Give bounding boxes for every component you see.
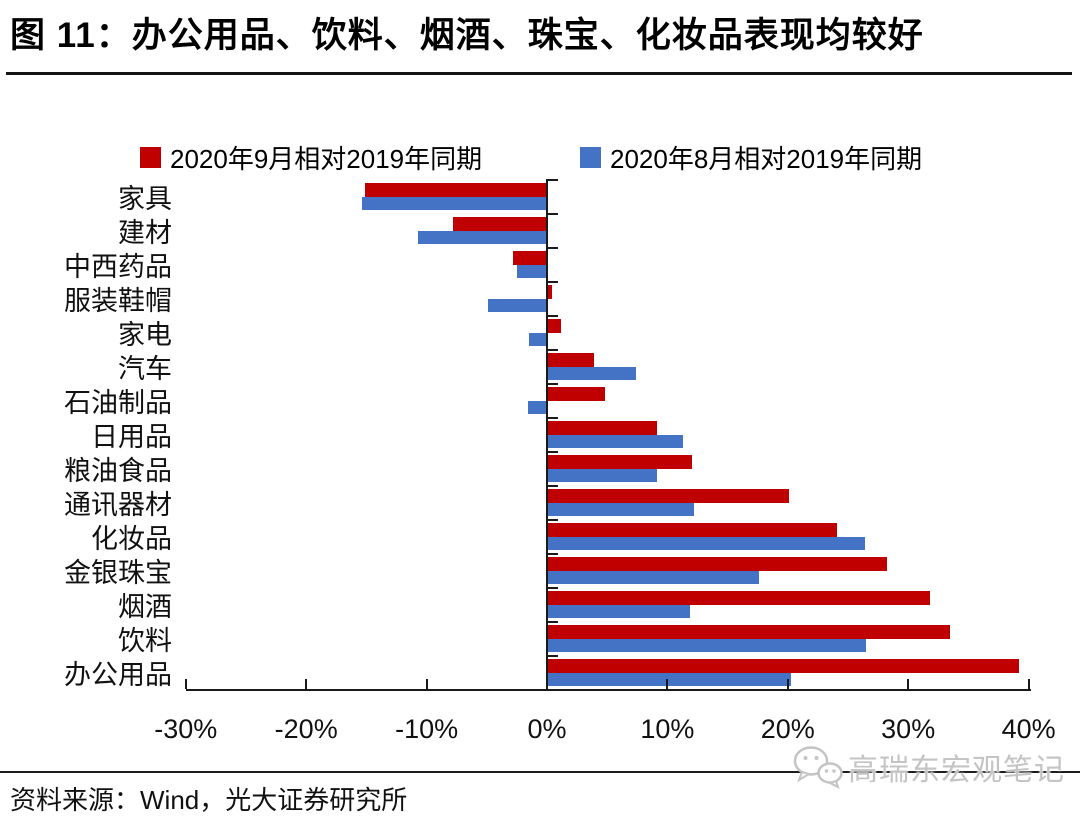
bar-august (547, 537, 865, 550)
category-label-4: 服装鞋帽 (64, 286, 172, 316)
bar-september (547, 523, 838, 537)
legend-swatch-august (580, 147, 601, 168)
y-axis-tick (548, 587, 558, 589)
legend-item-august: 2020年8月相对2019年同期 (580, 139, 922, 176)
bar-september (547, 353, 594, 367)
y-axis-tick (548, 179, 558, 181)
category-label-7: 石油制品 (64, 388, 172, 418)
bar-september (547, 557, 887, 571)
category-label-5: 家电 (118, 320, 172, 350)
y-axis-tick (548, 349, 558, 351)
bottom-divider (0, 771, 1080, 773)
y-axis-tick (548, 417, 558, 419)
category-label-12: 金银珠宝 (64, 558, 172, 588)
x-axis-tick (425, 679, 428, 689)
x-axis-tick-label: 0% (527, 714, 567, 744)
category-label-3: 中西药品 (64, 252, 172, 282)
x-axis-tick (786, 679, 789, 689)
bar-september (547, 421, 657, 435)
y-axis-tick (548, 621, 558, 623)
bar-september (547, 285, 552, 299)
legend-swatch-september (140, 147, 161, 168)
bar-september (547, 387, 605, 401)
y-axis-tick (548, 213, 558, 215)
y-axis-tick (548, 519, 558, 521)
figure-title: 图 11：办公用品、饮料、烟酒、珠宝、化妆品表现均较好 (10, 16, 924, 55)
bar-august (418, 231, 547, 244)
category-label-15: 办公用品 (64, 660, 172, 690)
bar-september (453, 217, 547, 231)
category-label-6: 汽车 (118, 354, 172, 384)
bar-september (547, 455, 692, 469)
bar-september (513, 251, 547, 265)
category-label-13: 烟酒 (118, 592, 172, 622)
x-axis-tick (305, 679, 308, 689)
bar-august (528, 333, 547, 346)
legend-item-september: 2020年9月相对2019年同期 (140, 139, 482, 176)
bar-august (547, 639, 867, 652)
category-label-8: 日用品 (91, 422, 172, 452)
bar-august (527, 401, 547, 414)
bar-august (547, 605, 691, 618)
bar-august (547, 435, 684, 448)
x-axis-tick-label: 10% (640, 714, 695, 744)
bar-august (516, 265, 547, 278)
title-divider (6, 72, 1072, 75)
source-note: 资料来源：Wind，光大证券研究所 (10, 785, 408, 815)
bar-september (365, 183, 547, 197)
x-axis-tick-label: -20% (274, 714, 338, 744)
category-label-2: 建材 (118, 218, 172, 248)
x-axis-tick-label: 30% (881, 714, 936, 744)
bar-august (547, 571, 759, 584)
watermark: 高瑞东宏观笔记 (792, 744, 1065, 790)
bar-september (547, 489, 789, 503)
y-axis-tick (548, 247, 558, 249)
bar-august (488, 299, 547, 312)
x-axis-line (186, 689, 1031, 691)
bar-september (547, 659, 1019, 673)
y-axis-tick (548, 451, 558, 453)
x-axis-tick-label: -30% (154, 714, 218, 744)
x-axis-tick-label: 40% (1001, 714, 1056, 744)
x-axis-tick (907, 679, 910, 689)
bar-august (547, 469, 657, 482)
bar-september (547, 319, 562, 333)
category-label-9: 粮油食品 (64, 456, 172, 486)
bar-august (547, 673, 792, 686)
x-axis-tick (184, 679, 187, 689)
x-axis-tick (546, 679, 548, 689)
bar-september (547, 591, 930, 605)
legend-label-august: 2020年8月相对2019年同期 (610, 144, 923, 174)
category-label-1: 家具 (118, 184, 172, 214)
y-axis-tick (548, 485, 558, 487)
bar-august (547, 367, 637, 380)
category-label-10: 通讯器材 (64, 490, 172, 520)
category-label-11: 化妆品 (91, 524, 172, 554)
x-axis-tick-label: -10% (395, 714, 459, 744)
watermark-text: 高瑞东宏观笔记 (848, 754, 1065, 787)
x-axis-tick-label: 20% (760, 714, 815, 744)
category-label-14: 饮料 (118, 626, 172, 656)
y-axis-tick (548, 553, 558, 555)
x-axis-tick (666, 679, 669, 689)
bar-august (547, 503, 694, 516)
legend-label-september: 2020年9月相对2019年同期 (170, 144, 483, 174)
bar-august (361, 197, 547, 210)
wechat-speech-bubbles-icon (793, 746, 843, 789)
y-axis-tick (548, 383, 558, 385)
bar-september (547, 625, 951, 639)
y-axis-tick (548, 315, 558, 317)
y-axis-tick (548, 655, 558, 657)
y-axis-tick (548, 281, 558, 283)
y-axis-line (546, 179, 548, 691)
x-axis-tick (1027, 679, 1030, 689)
